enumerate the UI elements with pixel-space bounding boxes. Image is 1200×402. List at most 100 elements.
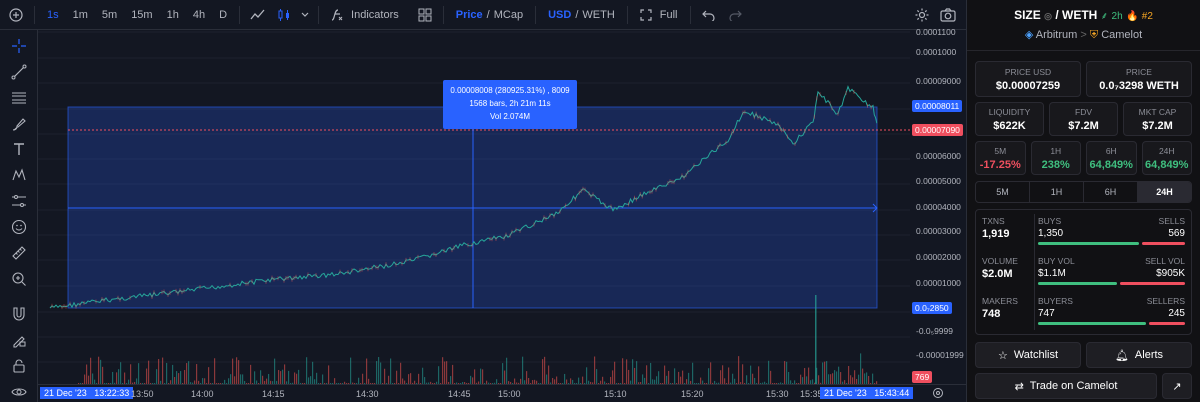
external-link-button[interactable]: ↗ (1162, 373, 1192, 399)
volume-bar (818, 375, 819, 384)
tab-24h[interactable]: 24H (1138, 182, 1191, 202)
price-axis-label: 0.00002000 (916, 252, 961, 262)
go-to-date-icon[interactable] (932, 387, 944, 402)
time-axis[interactable]: 21 Dec '23 13:22:33 13:50 14:00 14:15 14… (38, 384, 966, 402)
alerts-button[interactable]: 🔔︎ Alerts (1086, 342, 1192, 368)
copy-icon[interactable]: ◎ (1044, 11, 1052, 21)
crosshair-icon[interactable] (8, 36, 30, 56)
pattern-icon[interactable] (8, 165, 30, 185)
magnet-icon[interactable] (8, 305, 30, 325)
volume-bar (280, 371, 281, 384)
change-1h-box[interactable]: 1H 238% (1031, 141, 1082, 175)
price-toggle[interactable]: Price (450, 9, 485, 21)
change-24h-box[interactable]: 24H 64,849% (1142, 141, 1193, 175)
eye-icon[interactable] (8, 382, 30, 402)
fib-lines-icon[interactable] (8, 88, 30, 108)
volume-bar (628, 370, 629, 384)
buys-ratio-fill (1038, 242, 1139, 245)
trend-line-icon[interactable] (8, 62, 30, 82)
watchlist-button[interactable]: ☆ Watchlist (975, 342, 1081, 368)
volume-bar (548, 366, 549, 384)
change-5m-box[interactable]: 5M -17.25% (975, 141, 1026, 175)
tab-1h[interactable]: 1H (1030, 182, 1084, 202)
emoji-icon[interactable] (8, 217, 30, 237)
add-symbol-icon[interactable] (4, 3, 28, 27)
volume-bar (546, 375, 547, 384)
interval-5m[interactable]: 5m (96, 9, 123, 21)
toolbar-divider (318, 6, 319, 24)
fullscreen-icon[interactable] (634, 3, 658, 27)
layouts-grid-icon[interactable] (413, 3, 437, 27)
usd-toggle[interactable]: USD (542, 9, 573, 21)
volume-bar (806, 376, 807, 384)
price-axis-label: 0.00005000 (916, 176, 961, 186)
toolbar-divider (690, 6, 691, 24)
indicators-button[interactable]: Indicators (351, 9, 405, 21)
interval-1s[interactable]: 1s (41, 9, 65, 21)
interval-15m[interactable]: 15m (125, 9, 158, 21)
brush-icon[interactable] (8, 114, 30, 134)
prediction-icon[interactable] (8, 191, 30, 211)
full-button[interactable]: Full (660, 9, 684, 21)
volume-bar (172, 365, 173, 384)
volume-bar (250, 365, 251, 384)
volume-bar (84, 375, 85, 384)
lock-icon[interactable] (8, 356, 30, 376)
settings-gear-icon[interactable] (910, 3, 934, 27)
change-6h-label: 6H (1106, 146, 1117, 156)
indicators-icon[interactable] (325, 3, 349, 27)
fdv-box: FDV $7.2M (1049, 102, 1118, 136)
chevron-down-icon[interactable] (298, 3, 312, 27)
volume-bar (602, 377, 603, 384)
volume-bar (506, 358, 507, 384)
zoom-in-icon[interactable] (8, 269, 30, 289)
tab-6h[interactable]: 6H (1084, 182, 1138, 202)
dex-name[interactable]: Camelot (1101, 29, 1142, 41)
sells-label: SELLS (1159, 216, 1185, 226)
volume-bar (788, 372, 789, 384)
volume-bar (656, 376, 657, 384)
mcap-toggle[interactable]: MCap (492, 9, 529, 21)
watchlist-label: Watchlist (1014, 349, 1058, 361)
volume-bar (678, 372, 679, 384)
pair-age: 2h (1112, 11, 1123, 22)
ruler-icon[interactable] (8, 243, 30, 263)
toolbar-divider (627, 6, 628, 24)
volume-bar (410, 373, 411, 384)
volume-bar (208, 367, 209, 384)
volume-bar (596, 369, 597, 384)
fdv-label: FDV (1075, 107, 1092, 117)
interval-1h[interactable]: 1h (161, 9, 185, 21)
volume-bar (376, 361, 377, 384)
volume-bar (124, 373, 125, 384)
price-usd-label: PRICE USD (1005, 67, 1051, 77)
lock-pencil-icon[interactable] (8, 330, 30, 350)
volume-bar (188, 361, 189, 384)
chain-name[interactable]: Arbitrum (1036, 29, 1078, 41)
change-6h-box[interactable]: 6H 64,849% (1086, 141, 1137, 175)
redo-icon[interactable] (723, 3, 747, 27)
range-end-time: 15:43:44 (874, 388, 909, 398)
sell-vol-ratio-fill (1120, 282, 1185, 285)
interval-4h[interactable]: 4h (187, 9, 211, 21)
weth-toggle[interactable]: WETH (580, 9, 620, 21)
volume-bar (646, 365, 647, 384)
price-axis[interactable]: 0.0001100 0.0001000 0.00009000 0.0000801… (910, 30, 966, 384)
price-axis-label: 0.0001000 (916, 47, 956, 57)
interval-d[interactable]: D (213, 9, 233, 21)
change-1h-value: 238% (1042, 159, 1070, 171)
interval-1m[interactable]: 1m (67, 9, 94, 21)
tab-5m[interactable]: 5M (976, 182, 1030, 202)
undo-icon[interactable] (697, 3, 721, 27)
line-chart-type-icon[interactable] (246, 3, 270, 27)
price-chart[interactable]: 0.00008008 (280925.31%) , 8009 1568 bars… (38, 30, 910, 384)
volume-bar (418, 374, 419, 384)
camera-snapshot-icon[interactable] (936, 3, 960, 27)
pair-separator: / (1055, 8, 1058, 22)
trade-button[interactable]: ⇄ Trade on Camelot (975, 373, 1157, 399)
candles-chart-type-icon[interactable] (272, 3, 296, 27)
volume-bar (750, 366, 751, 384)
volume-bar (166, 363, 167, 384)
volume-bar (92, 373, 93, 384)
text-tool-icon[interactable] (8, 139, 30, 159)
